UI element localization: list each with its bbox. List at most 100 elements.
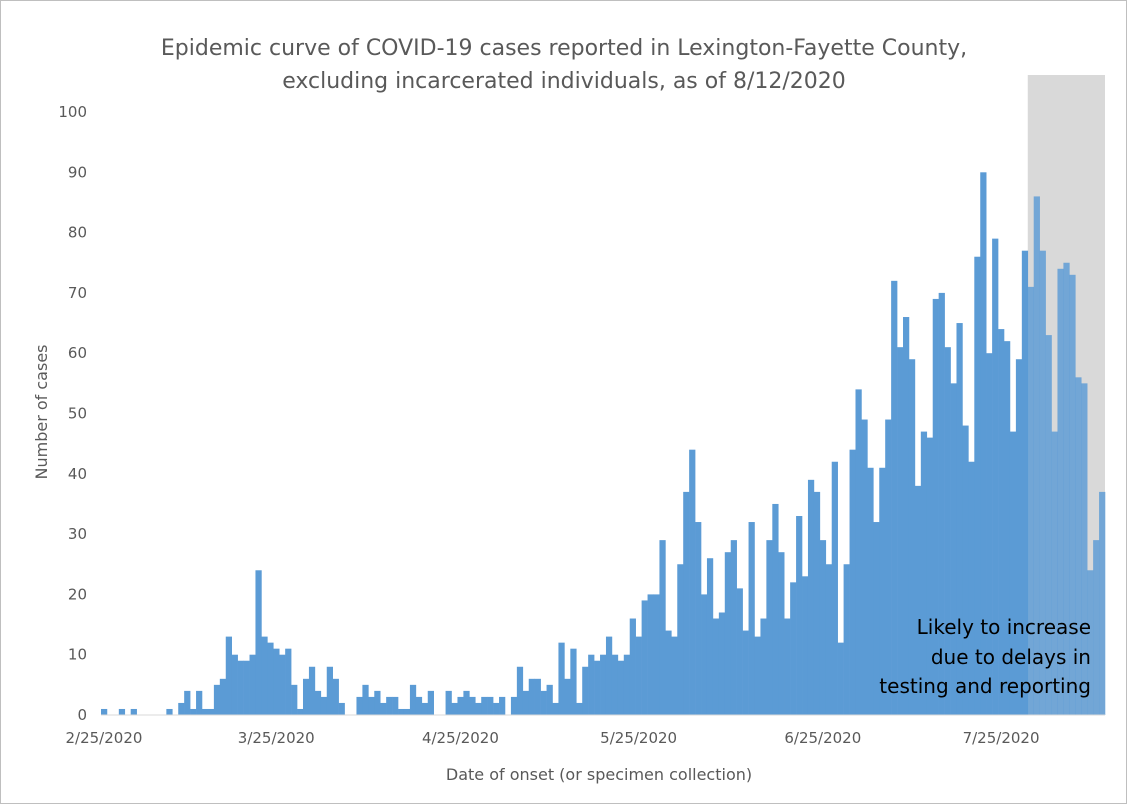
- y-tick-label: 60: [68, 344, 87, 362]
- bar: [320, 696, 328, 715]
- bar: [891, 280, 898, 715]
- bar: [1087, 570, 1094, 715]
- bar: [956, 323, 963, 715]
- bar: [487, 696, 494, 715]
- bar: [635, 636, 642, 715]
- bar: [362, 684, 369, 715]
- bar: [665, 630, 672, 715]
- bar: [386, 696, 393, 715]
- bar: [427, 690, 434, 715]
- bar: [819, 540, 827, 715]
- bar: [302, 678, 310, 715]
- bar: [712, 618, 720, 715]
- bar: [213, 684, 221, 715]
- delay-annotation-line-2: due to delays in: [931, 645, 1091, 669]
- bar: [754, 636, 761, 715]
- bar: [879, 467, 886, 715]
- bar: [1051, 431, 1058, 715]
- bar: [837, 642, 844, 715]
- bar: [1075, 377, 1082, 715]
- bar: [380, 702, 387, 715]
- bar: [1004, 341, 1011, 715]
- bar: [1063, 262, 1070, 715]
- bar: [671, 636, 678, 715]
- y-tick-label: 0: [77, 706, 87, 724]
- x-tick-label: 5/25/2020: [600, 729, 677, 747]
- bar: [219, 678, 227, 715]
- bar: [986, 353, 993, 715]
- bar: [1057, 268, 1064, 715]
- bar: [920, 431, 928, 715]
- bar: [475, 702, 482, 715]
- x-axis-label: Date of onset (or specimen collection): [446, 765, 752, 784]
- bar: [558, 642, 565, 715]
- bar: [1009, 431, 1017, 715]
- bar: [451, 702, 458, 715]
- bar: [605, 636, 613, 715]
- bar: [611, 654, 619, 715]
- bar: [796, 516, 803, 715]
- bar: [201, 708, 209, 715]
- bar: [992, 238, 999, 715]
- bar: [742, 630, 749, 715]
- bar: [950, 383, 957, 715]
- bar: [748, 522, 755, 715]
- bar: [730, 540, 737, 715]
- bar: [1099, 491, 1106, 715]
- bar: [760, 618, 767, 715]
- bar: [552, 702, 559, 715]
- bar: [1015, 359, 1023, 715]
- bar: [178, 702, 185, 715]
- bar: [938, 292, 945, 715]
- bar: [190, 708, 197, 715]
- bar: [1033, 196, 1040, 716]
- bar: [261, 636, 268, 715]
- bar: [980, 172, 987, 716]
- bar: [914, 485, 922, 715]
- bar: [831, 461, 838, 715]
- bar: [600, 654, 607, 715]
- bar: [695, 522, 702, 715]
- bar: [968, 461, 975, 715]
- bar: [588, 654, 595, 715]
- bar: [790, 582, 797, 715]
- bar: [825, 564, 833, 715]
- bar: [718, 612, 726, 715]
- bar: [326, 666, 333, 715]
- bar: [297, 708, 304, 715]
- bar: [1069, 274, 1076, 715]
- bar: [463, 690, 470, 715]
- bar: [784, 618, 791, 715]
- bar: [356, 696, 363, 715]
- x-tick-label: 2/25/2020: [66, 729, 143, 747]
- bar: [647, 594, 654, 715]
- bar: [510, 696, 518, 715]
- bar: [207, 708, 215, 715]
- y-tick-label: 90: [68, 163, 87, 181]
- bar: [944, 347, 951, 715]
- bar: [421, 702, 429, 715]
- bar: [564, 678, 571, 715]
- bar: [849, 449, 856, 715]
- x-tick-label: 3/25/2020: [238, 729, 315, 747]
- bar: [813, 491, 821, 715]
- y-axis-ticks: 0 10 20 30 40 50 60 70 80 90 100: [58, 103, 87, 724]
- bar: [225, 636, 232, 715]
- bar: [267, 642, 274, 715]
- bar: [706, 558, 714, 715]
- x-tick-label: 4/25/2020: [422, 729, 499, 747]
- y-tick-label: 40: [68, 465, 87, 483]
- bar: [683, 491, 690, 715]
- bar: [659, 540, 666, 715]
- bar: [392, 696, 399, 715]
- y-tick-label: 80: [68, 224, 87, 242]
- bar: [677, 564, 684, 715]
- bar: [184, 690, 191, 715]
- bar: [629, 618, 636, 715]
- bar: [807, 479, 815, 715]
- bar: [926, 437, 934, 715]
- bar: [897, 347, 904, 715]
- bar: [481, 696, 488, 715]
- bar: [528, 678, 535, 715]
